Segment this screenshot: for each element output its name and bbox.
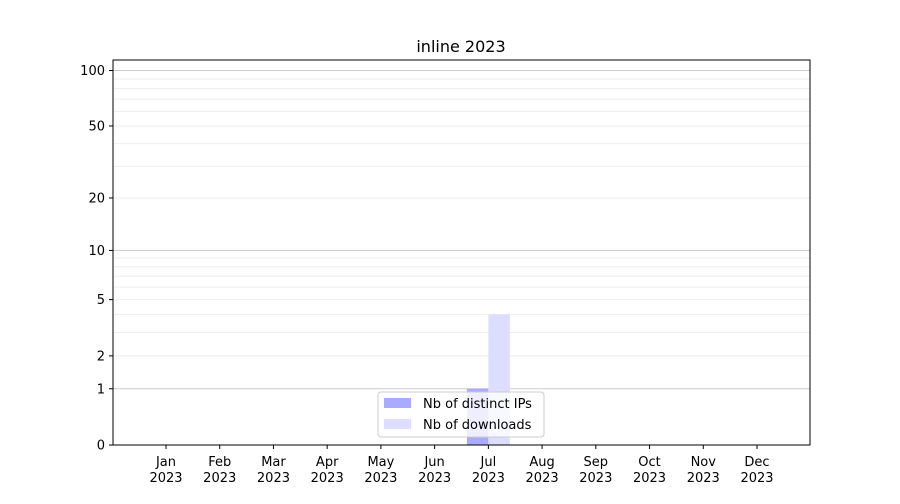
x-tick-label: 2023 (149, 471, 182, 486)
x-tick-label: Nov (691, 455, 717, 470)
x-tick-label: 2023 (687, 471, 720, 486)
legend-label: Nb of distinct IPs (423, 397, 532, 412)
x-tick-label: Dec (744, 455, 769, 470)
x-tick-label: Jun (423, 455, 444, 470)
x-tick-label: 2023 (740, 471, 773, 486)
legend-box (377, 391, 545, 438)
y-tick-label: 20 (88, 191, 105, 206)
legend-swatch (384, 398, 411, 408)
y-tick-label: 5 (97, 293, 105, 308)
y-tick-label: 100 (80, 64, 105, 79)
x-tick-label: 2023 (472, 471, 505, 486)
x-tick-label: 2023 (203, 471, 236, 486)
x-tick-label: Oct (638, 455, 660, 470)
y-tick-label: 0 (97, 439, 105, 454)
x-tick-label: 2023 (418, 471, 451, 486)
plot-frame (112, 59, 811, 446)
x-tick-label: 2023 (311, 471, 344, 486)
y-tick-label: 10 (88, 244, 105, 259)
x-tick-label: Jan (155, 455, 176, 470)
x-tick-label: 2023 (579, 471, 612, 486)
y-tick-label: 50 (88, 119, 105, 134)
chart-title: inline 2023 (416, 37, 505, 56)
x-tick-label: 2023 (257, 471, 290, 486)
x-tick-label: May (367, 455, 394, 470)
x-tick-label: 2023 (633, 471, 666, 486)
legend-label: Nb of downloads (423, 418, 532, 433)
x-tick-label: Feb (208, 455, 231, 470)
x-tick-label: Sep (584, 455, 609, 470)
x-tick-label: 2023 (364, 471, 397, 486)
x-tick-label: 2023 (526, 471, 559, 486)
x-tick-label: Jul (480, 455, 497, 470)
y-tick-label: 2 (97, 349, 105, 364)
legend-swatch (384, 419, 411, 429)
y-tick-label: 1 (97, 382, 105, 397)
x-tick-label: Mar (261, 455, 286, 470)
x-tick-label: Apr (316, 455, 339, 470)
x-tick-label: Aug (529, 455, 554, 470)
